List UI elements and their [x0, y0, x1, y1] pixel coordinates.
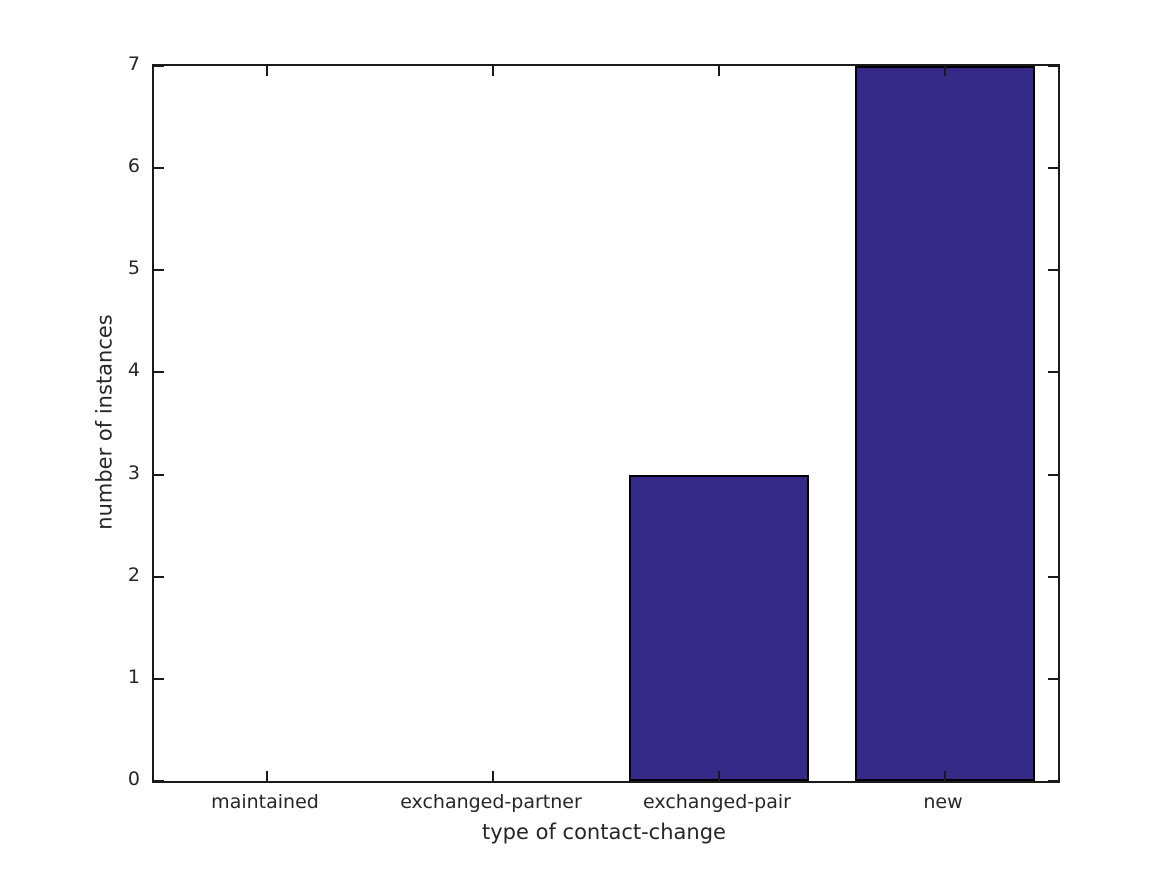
y-tick-mark-left	[154, 575, 164, 578]
x-tick-label: maintained	[211, 791, 319, 813]
bar-new	[854, 66, 1036, 781]
y-axis-label-text: number of instances	[93, 313, 117, 530]
y-tick-mark-right	[1048, 371, 1058, 374]
y-tick-mark-left	[154, 780, 164, 782]
plot-area	[152, 64, 1060, 783]
y-tick-label: 0	[127, 768, 140, 790]
y-tick-mark-left	[154, 677, 164, 680]
y-tick-mark-right	[1048, 65, 1058, 67]
y-tick-mark-right	[1048, 575, 1058, 578]
y-tick-mark-right	[1048, 780, 1058, 782]
y-tick-mark-left	[154, 473, 164, 476]
x-tick-mark-bottom	[492, 771, 494, 781]
y-tick-mark-right	[1048, 167, 1058, 170]
x-tick-mark-top	[944, 66, 946, 76]
y-tick-label: 4	[127, 359, 140, 382]
y-tick-label: 1	[127, 665, 140, 688]
y-tick-mark-left	[154, 167, 164, 170]
x-axis-label: type of contact-change	[482, 820, 726, 844]
x-tick-mark-bottom	[718, 771, 720, 781]
y-tick-label: 3	[127, 461, 140, 484]
y-tick-mark-left	[154, 371, 164, 374]
y-tick-label: 6	[127, 155, 140, 178]
y-tick-label: 5	[127, 257, 140, 280]
y-tick-mark-right	[1048, 677, 1058, 680]
bar-exchanged-pair	[628, 474, 810, 781]
y-tick-mark-right	[1048, 269, 1058, 272]
x-tick-label: exchanged-partner	[400, 791, 582, 813]
y-tick-label: 7	[127, 53, 140, 75]
x-tick-label: new	[923, 791, 963, 813]
y-tick-mark-right	[1048, 473, 1058, 476]
x-tick-mark-top	[266, 66, 268, 76]
x-tick-mark-top	[718, 66, 720, 76]
y-tick-mark-left	[154, 65, 164, 67]
y-tick-label: 2	[127, 563, 140, 586]
y-tick-mark-left	[154, 269, 164, 272]
x-tick-mark-top	[492, 66, 494, 76]
x-tick-mark-bottom	[944, 771, 946, 781]
x-tick-mark-bottom	[266, 771, 268, 781]
x-tick-label: exchanged-pair	[643, 791, 791, 813]
